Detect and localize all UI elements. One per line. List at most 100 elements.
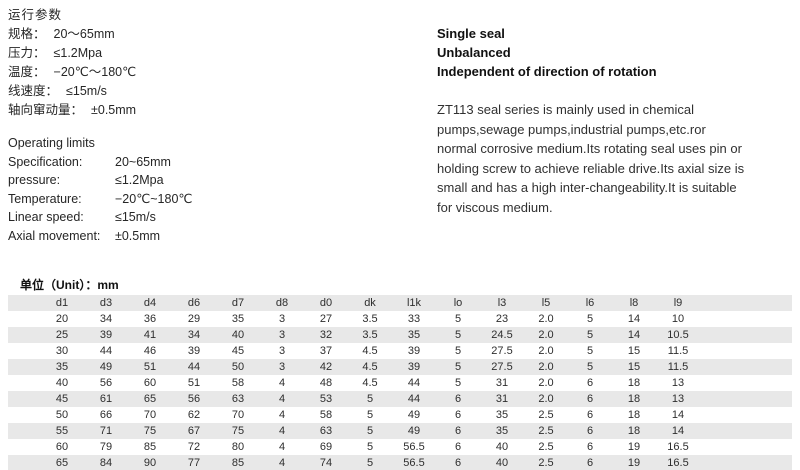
table-cell: 44 xyxy=(407,377,421,389)
table-cell: 70 xyxy=(143,409,157,421)
table-cell: 44 xyxy=(407,393,421,405)
table-cell: 2.0 xyxy=(538,393,554,405)
table-unit-label: 单位（Unit）：mm xyxy=(20,278,119,292)
table-cell: 39 xyxy=(407,361,421,373)
table-cell: 44 xyxy=(187,361,201,373)
table-cell: 70 xyxy=(231,409,245,421)
table-cell: 13 xyxy=(671,393,685,405)
table-cell: 14 xyxy=(627,313,641,325)
table-cell: 6 xyxy=(586,425,594,437)
table-cell: 77 xyxy=(187,457,201,469)
table-cell: 40 xyxy=(231,329,245,341)
description-line: small and has a high inter-changeability… xyxy=(437,180,737,196)
table-cell: 2.0 xyxy=(538,329,554,341)
table-cell: 4 xyxy=(278,393,286,405)
table-cell: 50 xyxy=(231,361,245,373)
table-cell: 58 xyxy=(231,377,245,389)
table-cell: 15 xyxy=(627,361,641,373)
table-cell: 48 xyxy=(319,377,333,389)
table-cell: 51 xyxy=(143,361,157,373)
table-cell: 6 xyxy=(586,377,594,389)
spec-value: ±0.5mm xyxy=(91,103,137,117)
table-cell: 55 xyxy=(55,425,69,437)
column-header: d1 xyxy=(55,297,69,309)
table-cell: 4 xyxy=(278,377,286,389)
table-row: 25 39 41 34 40 3 32 3.5 35 5 24.5 2.0 5 14 10.5 xyxy=(8,327,792,343)
table-cell: 20 xyxy=(55,313,69,325)
product-features: Single seal Unbalanced Independent of di… xyxy=(437,24,777,81)
table-cell: 61 xyxy=(99,393,113,405)
spec-label: 规格： xyxy=(8,27,46,41)
table-cell: 24.5 xyxy=(491,329,513,341)
product-description: ZT113 seal series is mainly used in chem… xyxy=(437,100,777,218)
spec-value: ≤1.2Mpa xyxy=(115,173,164,187)
description-line: normal corrosive medium.Its rotating sea… xyxy=(437,141,742,157)
table-row: 50 66 70 62 70 4 58 5 49 6 35 2.5 6 18 14 xyxy=(8,407,792,423)
column-header: d6 xyxy=(187,297,201,309)
table-cell: 90 xyxy=(143,457,157,469)
table-cell: 58 xyxy=(319,409,333,421)
spec-line-en: Axial movement: ±0.5mm xyxy=(8,227,192,246)
table-cell: 40 xyxy=(495,441,509,453)
spec-label: Specification: xyxy=(8,154,83,169)
column-header: d0 xyxy=(319,297,333,309)
description-line: holding screw to achieve reliable drive.… xyxy=(437,160,745,176)
table-cell: 40 xyxy=(495,457,509,469)
table-cell: 5 xyxy=(366,457,374,469)
table-cell: 39 xyxy=(99,329,113,341)
table-cell: 5 xyxy=(454,345,462,357)
table-cell: 49 xyxy=(407,409,421,421)
spec-line-cn: 线速度： ≤15m/s xyxy=(8,82,136,101)
spec-table-header-row: d1 d3 d4 d6 d7 d8 d0 dk l1k lo l3 l5 l6 l8 l9 xyxy=(8,295,792,311)
table-row: 20 34 36 29 35 3 27 3.5 33 5 23 2.0 5 14 10 xyxy=(8,311,792,327)
table-cell: 39 xyxy=(187,345,201,357)
table-cell: 42 xyxy=(319,361,333,373)
column-header: l6 xyxy=(585,297,595,309)
table-cell: 56 xyxy=(99,377,113,389)
table-cell: 79 xyxy=(99,441,113,453)
table-cell: 34 xyxy=(99,313,113,325)
spec-line-cn: 温度： −20℃～180℃ xyxy=(8,63,136,82)
table-cell: 56 xyxy=(187,393,201,405)
spec-value: 20～65mm xyxy=(53,27,115,41)
table-cell: 5 xyxy=(586,361,594,373)
table-cell: 75 xyxy=(143,425,157,437)
table-cell: 2.0 xyxy=(538,377,554,389)
spec-label: Linear speed: xyxy=(8,210,84,224)
section-title-cn: 运行参数 xyxy=(8,8,63,22)
table-cell: 2.0 xyxy=(538,313,554,325)
table-cell: 60 xyxy=(55,441,69,453)
table-cell: 71 xyxy=(99,425,113,437)
table-cell: 39 xyxy=(407,345,421,357)
table-cell: 63 xyxy=(319,425,333,437)
spec-label: 线速度： xyxy=(8,84,59,98)
spec-label: 轴向窜动量： xyxy=(8,103,84,117)
table-cell: 10.5 xyxy=(667,329,689,341)
table-cell: 35 xyxy=(55,361,69,373)
table-cell: 4 xyxy=(278,425,286,437)
table-cell: 37 xyxy=(319,345,333,357)
feature-line: Independent of direction of rotation xyxy=(437,64,657,79)
spec-value: 20~65mm xyxy=(115,154,171,169)
table-cell: 14 xyxy=(627,329,641,341)
table-cell: 2.5 xyxy=(538,425,554,437)
table-cell: 6 xyxy=(586,441,594,453)
table-cell: 56.5 xyxy=(403,441,425,453)
table-cell: 35 xyxy=(231,313,245,325)
table-cell: 31 xyxy=(495,377,509,389)
column-header: l8 xyxy=(629,297,639,309)
table-cell: 5 xyxy=(454,377,462,389)
spec-line-en: Linear speed: ≤15m/s xyxy=(8,208,192,227)
table-row: 55 71 75 67 75 4 63 5 49 6 35 2.5 6 18 14 xyxy=(8,423,792,439)
table-cell: 3.5 xyxy=(362,329,378,341)
spec-value: −20℃～180℃ xyxy=(53,65,137,79)
spec-label: pressure: xyxy=(8,173,61,187)
table-cell: 67 xyxy=(187,425,201,437)
spec-label: 压力： xyxy=(8,46,46,60)
table-cell: 53 xyxy=(319,393,333,405)
table-row: 40 56 60 51 58 4 48 4.5 44 5 31 2.0 6 18 13 xyxy=(8,375,792,391)
spec-value: ≤15m/s xyxy=(115,210,156,224)
table-cell: 72 xyxy=(187,441,201,453)
table-cell: 33 xyxy=(407,313,421,325)
table-cell: 4.5 xyxy=(362,377,378,389)
